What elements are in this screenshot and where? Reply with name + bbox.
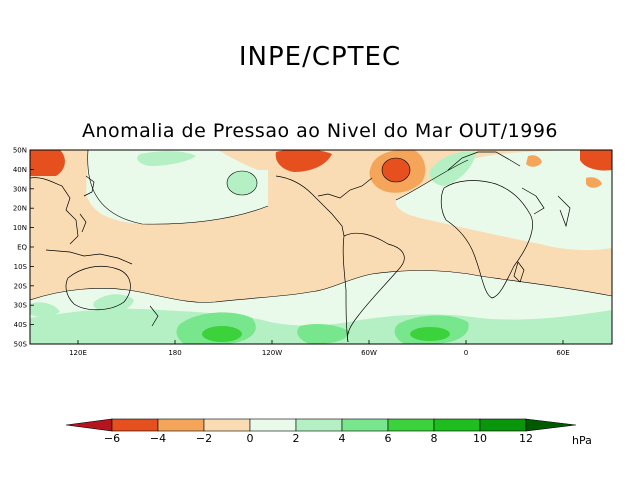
lon-label: 180	[168, 349, 181, 357]
east-negative-region	[580, 150, 612, 171]
lon-label: 120E	[69, 349, 87, 357]
lat-label: EQ	[17, 244, 27, 252]
northeast-positive-patch	[429, 151, 476, 186]
lat-label: 10N	[13, 224, 27, 232]
indonesia-coastline	[45, 249, 133, 265]
lon-label: 60W	[361, 349, 377, 357]
southern-ocean-strong-positive-a	[202, 326, 242, 342]
northwest-negative-region	[30, 150, 65, 176]
africa-coastline	[440, 180, 533, 299]
latitude-labels: 50N 40N 30N 20N 10N EQ 10S 20S 30S 40S 50S	[13, 147, 28, 349]
lon-label: 0	[464, 349, 468, 357]
madagascar-coastline	[513, 261, 525, 283]
colorbar-bin-neg0	[203, 418, 251, 432]
colorbar-label: 0	[247, 432, 254, 445]
colorbar-label: 4	[339, 432, 346, 445]
japan-coastline	[83, 175, 95, 197]
lat-label: 40N	[13, 166, 27, 174]
south-america-coastline	[343, 232, 405, 343]
anomaly-field	[30, 150, 612, 344]
north-atlantic-negative-core	[382, 158, 410, 182]
lat-label: 10S	[14, 263, 28, 271]
colorbar-unit: hPa	[572, 434, 592, 447]
colorbar: −6 −4 −2 0 2 4 6 8 10 12 hPa	[65, 418, 592, 447]
colorbar-label: −2	[196, 432, 212, 445]
map-title: Anomalia de Pressao ao Nivel do Mar OUT/…	[81, 120, 559, 142]
lat-label: 50S	[14, 341, 28, 349]
asia-coastline	[30, 177, 79, 245]
europe-coastline	[447, 151, 521, 171]
colorbar-bin-pos4	[341, 418, 389, 432]
colorbar-bin-pos10	[479, 418, 527, 432]
colorbar-bin-pos8	[433, 418, 481, 432]
colorbar-label: 8	[431, 432, 438, 445]
lon-label: 120W	[262, 349, 282, 357]
colorbar-labels: −6 −4 −2 0 2 4 6 8 10 12	[104, 432, 533, 445]
north-pacific-negative-region	[275, 150, 332, 172]
latitude-ticks	[30, 149, 34, 345]
colorbar-left-arrow	[65, 418, 113, 432]
north-america-coastline	[275, 175, 345, 237]
colorbar-label: 2	[293, 432, 300, 445]
new-zealand-coastline	[149, 305, 159, 327]
southern-ocean-positive-b	[297, 324, 350, 344]
colorbar-bin-pos6	[387, 418, 435, 432]
south-america-west-coastline	[342, 235, 349, 343]
southern-ocean-strong-positive-b	[410, 327, 450, 341]
lat-label: 20N	[13, 205, 27, 213]
colorbar-bin-neg2	[157, 418, 205, 432]
east-small-negative	[586, 177, 602, 188]
lat-label: 50N	[13, 147, 27, 155]
southwest-positive-patch	[30, 302, 60, 317]
longitude-labels: 120E 180 120W 60W 0 60E	[69, 349, 570, 357]
arabia-coastline	[521, 187, 545, 215]
australia-positive-patch	[93, 294, 134, 312]
pacific-positive-region	[86, 150, 268, 225]
colorbar-label: −6	[104, 432, 120, 445]
philippines-coastline	[79, 213, 87, 233]
colorbar-label: 12	[519, 432, 533, 445]
australia-coastline	[65, 266, 131, 311]
colorbar-label: −4	[150, 432, 166, 445]
colorbar-label: 10	[473, 432, 487, 445]
gulf-coastline	[317, 177, 373, 199]
lat-label: 20S	[14, 282, 28, 290]
lat-label: 40S	[14, 321, 28, 329]
colorbar-bin-neg4	[111, 418, 159, 432]
northeast-negative-patch	[526, 155, 542, 167]
longitude-ticks	[77, 340, 564, 344]
colorbar-bin-pos0	[249, 418, 297, 432]
colorbar-label: 6	[385, 432, 392, 445]
pacific-positive-cell	[227, 171, 257, 195]
coastlines	[30, 151, 571, 343]
colorbar-bin-pos2	[295, 418, 343, 432]
colorbar-right-arrow	[525, 418, 577, 432]
lat-label: 30N	[13, 185, 27, 193]
lat-label: 30S	[14, 302, 28, 310]
lon-label: 60E	[556, 349, 569, 357]
india-coastline	[557, 195, 571, 228]
header-title: INPE/CPTEC	[238, 42, 402, 72]
pacific-positive-patch	[137, 151, 196, 166]
